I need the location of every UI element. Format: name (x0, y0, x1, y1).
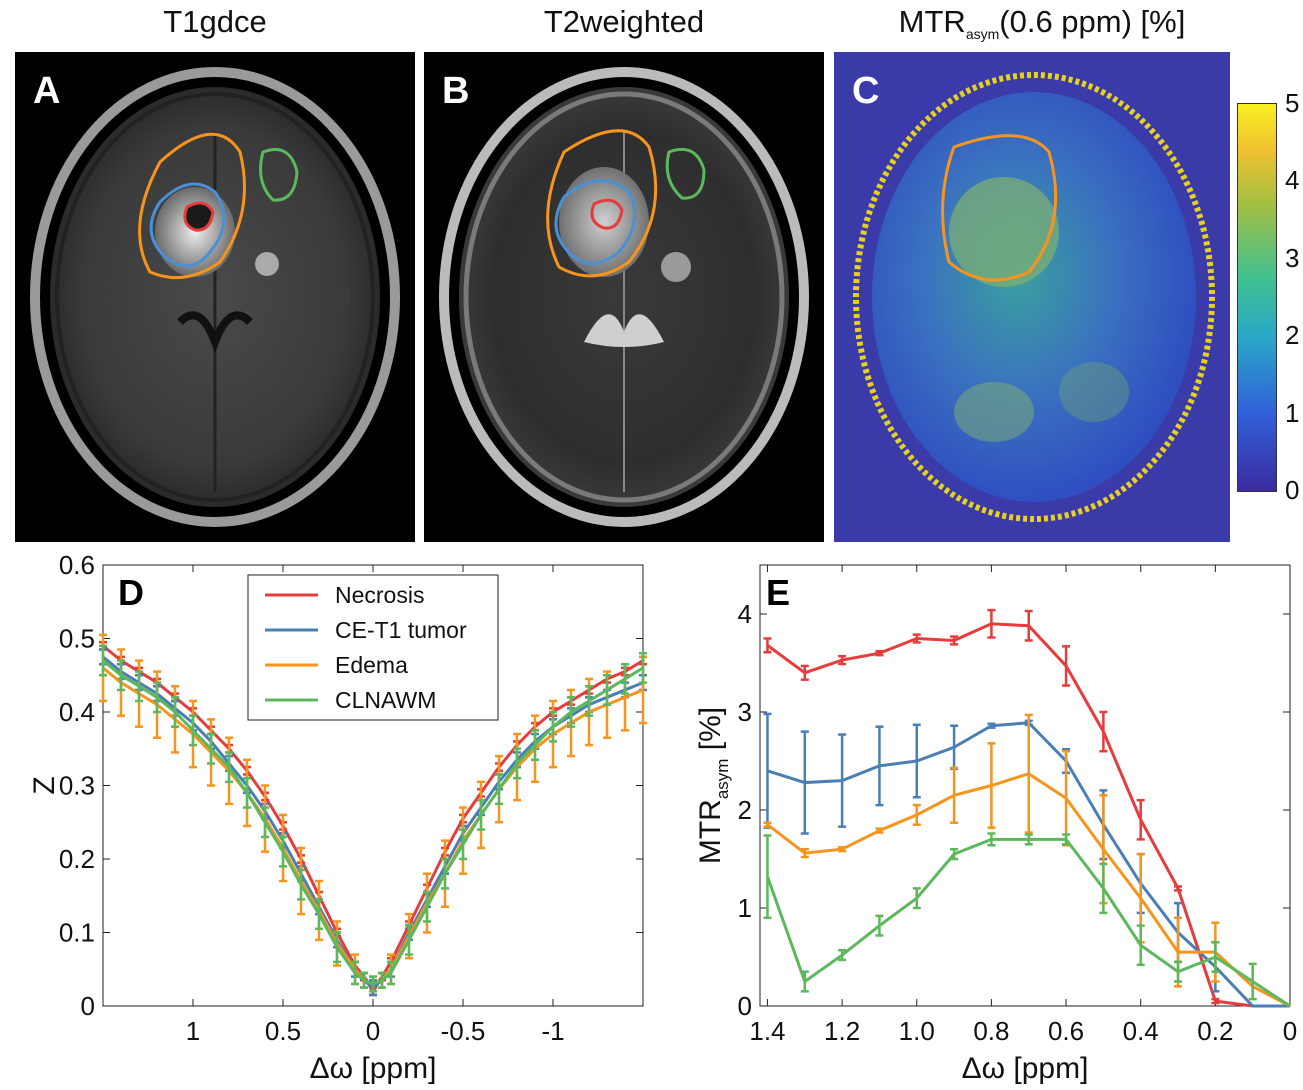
x-tick-label: -0.5 (441, 1016, 486, 1046)
panel-c-letter: C (852, 70, 880, 112)
colorbar-tick-label: 2 (1285, 320, 1300, 351)
legend-label: CLNAWM (335, 687, 436, 713)
legend: Necrosis CE-T1 tumor Edema CLNAWM (247, 574, 499, 721)
x-tick-label: 0.2 (1197, 1016, 1233, 1046)
y-tick-label: 0.5 (59, 624, 95, 654)
series-necrosis (763, 608, 1290, 1008)
y-axis-label: Z (28, 776, 61, 794)
legend-label: Edema (335, 652, 408, 678)
colorbar (1237, 103, 1277, 492)
panel-d-letter: D (118, 572, 144, 613)
x-tick-label: 1 (186, 1016, 200, 1046)
panel-e-letter: E (766, 572, 791, 613)
chart-d: 1 0.5 0 -0.5 -1 0 0.1 0.2 0.3 0.4 0.5 0.6 Δω [ppm] Z N… (28, 550, 647, 1085)
chart-e: 1.4 1.2 1.0 0.8 0.6 0.4 0.2 0 0 1 2 3 4 Δω [ppm] MTRas… (694, 564, 1297, 1085)
x-axis-label: Δω [ppm] (962, 1052, 1089, 1085)
panel-c-title-main: MTR (898, 4, 966, 39)
x-tick-label: 1.4 (749, 1016, 785, 1046)
legend-box (247, 574, 499, 721)
x-tick-label: 0 (1283, 1016, 1297, 1046)
colorbar-tick-label: 3 (1285, 242, 1300, 273)
y-tick-label: 1 (738, 893, 752, 923)
y-tick-label: 0.1 (59, 918, 95, 948)
panel-b-letter: B (442, 70, 470, 112)
y-tick-label: 3 (738, 697, 752, 727)
y-axis-label: MTRasym [%] (694, 707, 732, 864)
brain-t2-image (439, 67, 809, 527)
mtr-map-image (853, 72, 1215, 522)
y-axis-label-rest: [%] (694, 707, 727, 759)
y-tick-label: 4 (738, 599, 752, 629)
x-axis-label: Δω [ppm] (310, 1052, 437, 1085)
x-tick-label: 0.8 (973, 1016, 1009, 1046)
plot-frame (759, 564, 1291, 1007)
colorbar-tick-label: 5 (1285, 88, 1300, 118)
y-tick-label: 0.6 (59, 550, 95, 580)
y-axis-label-main: MTR (694, 799, 727, 864)
legend-label: CE-T1 tumor (335, 617, 467, 643)
panel-a-image: A (15, 52, 415, 542)
x-tick-label: 1.2 (824, 1016, 860, 1046)
y-tick-label: 2 (738, 795, 752, 825)
panel-a-title: T1gdce (163, 4, 267, 39)
y-tick-label: 0.3 (59, 771, 95, 801)
x-tick-label: 0.5 (265, 1016, 301, 1046)
panel-b-image: B (424, 52, 824, 542)
colorbar-tick-label: 1 (1285, 397, 1300, 428)
colorbar-tick-label: 0 (1285, 475, 1300, 505)
colorbar-tick-label: 4 (1285, 165, 1300, 196)
panel-c-image: C (834, 52, 1230, 542)
y-axis-label-sub: asym (713, 759, 732, 800)
legend-label: Necrosis (335, 582, 424, 608)
y-tick-label: 0.4 (59, 697, 95, 727)
x-tick-label: 0.6 (1048, 1016, 1084, 1046)
series-clnawm (763, 832, 1291, 1008)
panel-b-title: T2weighted (543, 4, 705, 39)
x-tick-label: 0.4 (1123, 1016, 1159, 1046)
panel-c-title-rest: (0.6 ppm) [%] (999, 4, 1186, 39)
x-tick-label: -1 (541, 1016, 564, 1046)
y-tick-label: 0 (738, 991, 752, 1021)
panel-c-title: MTRasym(0.6 ppm) [%] (832, 4, 1252, 42)
y-tick-label: 0.2 (59, 844, 95, 874)
x-tick-label: 1.0 (899, 1016, 935, 1046)
panel-a-letter: A (33, 70, 61, 112)
panel-c-title-sub: asym (965, 26, 1000, 43)
brain-t1-image (30, 67, 400, 527)
x-tick-label: 0 (366, 1016, 380, 1046)
y-tick-label: 0 (81, 991, 95, 1021)
series-clnawm (99, 644, 647, 993)
